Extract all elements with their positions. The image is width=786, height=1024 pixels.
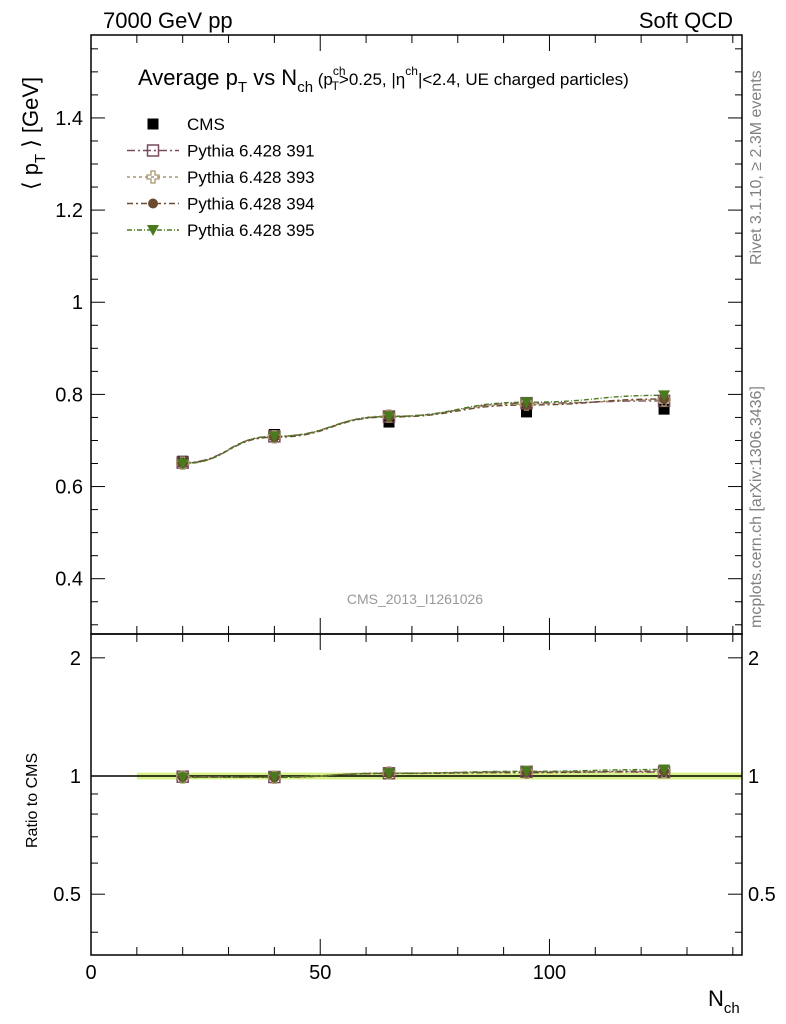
ratio-data-point [382, 768, 395, 780]
data-point [520, 397, 533, 409]
series-line [182, 400, 665, 464]
legend-marker [147, 225, 159, 236]
legend-marker [147, 118, 159, 130]
y-tick-label: 1.2 [55, 200, 83, 222]
ratio-y-tick-label-right: 2 [748, 648, 759, 670]
y-tick-label: 0.8 [55, 384, 83, 406]
y-tick-label: 1 [72, 292, 83, 314]
ratio-y-tick-label-right: 1 [748, 766, 759, 788]
ratio-data-point [520, 766, 533, 778]
data-point [658, 390, 671, 402]
legend: CMS Pythia 6.428 391 Pythia 6.428 393 Pythi… [127, 115, 315, 240]
series-line [182, 394, 665, 465]
data-point [382, 411, 395, 423]
legend-label: Pythia 6.428 395 [187, 221, 315, 240]
y-tick-label: 0.4 [55, 569, 83, 591]
ratio-y-axis-label: Ratio to CMS [24, 753, 41, 848]
x-tick-label: 50 [309, 962, 331, 984]
ratio-data-point [268, 772, 281, 784]
rivet-label: Rivet 3.1.10, ≥ 2.3M events [748, 70, 765, 265]
x-tick-label: 0 [85, 962, 96, 984]
x-axis-label: Nch [708, 986, 740, 1017]
series-line [182, 398, 665, 464]
category-label: Soft QCD [639, 8, 733, 33]
x-tick-label: 100 [533, 962, 566, 984]
legend-label: Pythia 6.428 391 [187, 142, 315, 161]
ratio-y-tick-label-right: 0.5 [748, 884, 776, 906]
y-tick-label: 0.6 [55, 477, 83, 499]
ratio-y-tick-label: 0.5 [53, 884, 81, 906]
mcplots-label: mcplots.cern.ch [arXiv:1306.3436] [748, 386, 765, 628]
data-point [521, 406, 533, 418]
data-point [658, 403, 670, 415]
ratio-frame [90, 633, 743, 956]
ratio-data-point [658, 764, 671, 776]
main-title: Average pT vs Nch (pch T>0.25, |ηch|<2.4,… [138, 64, 629, 96]
legend-label: Pythia 6.428 394 [187, 195, 315, 214]
y-axis-label: ⟨ pT ⟩ [GeV] [18, 77, 49, 190]
series-line [182, 399, 665, 464]
ratio-y-tick-label: 1 [70, 766, 81, 788]
data-point [176, 458, 189, 470]
ratio-data-point [176, 772, 189, 784]
data-point [268, 431, 281, 443]
energy-label: 7000 GeV pp [103, 8, 233, 33]
legend-marker [146, 170, 160, 184]
legend-label: Pythia 6.428 393 [187, 168, 315, 187]
legend-label: CMS [187, 115, 225, 134]
legend-marker [146, 144, 160, 157]
y-tick-label: 1.4 [55, 108, 83, 130]
analysis-watermark: CMS_2013_I1261026 [347, 591, 483, 607]
ratio-panel: 0 50 100 0.5 0.5 1 1 2 2 [53, 633, 776, 984]
ratio-y-tick-label: 2 [70, 648, 81, 670]
legend-marker [148, 198, 158, 209]
ratio-series-line [182, 768, 665, 779]
